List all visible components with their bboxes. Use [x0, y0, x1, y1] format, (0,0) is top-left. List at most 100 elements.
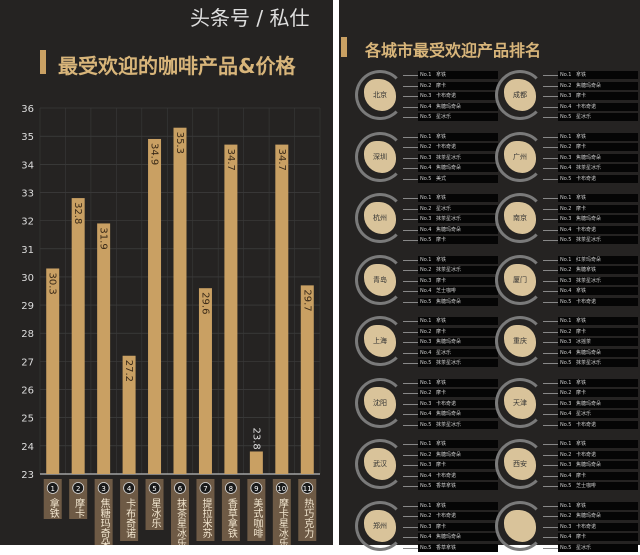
connector-line — [403, 505, 418, 507]
rank-number: No.3 — [420, 339, 432, 345]
rank-product: 焦糖玛奇朵 — [576, 513, 602, 519]
y-tick-label: 26 — [21, 386, 34, 397]
connector-line — [543, 382, 558, 384]
rank-item: No.3 抹茶星冰乐 — [418, 215, 498, 223]
rank-number: No.3 — [560, 93, 572, 99]
rank-product: 拿铁 — [576, 195, 587, 201]
rank-product: 摩卡 — [576, 472, 587, 479]
connector-line — [403, 454, 418, 456]
category-number-badge — [97, 482, 110, 494]
rank-number: No.1 — [560, 256, 572, 263]
connector-line — [543, 106, 558, 108]
rank-item: No.5 抹茶星冰乐 — [558, 236, 638, 244]
rank-product: 卡布奇诺 — [436, 400, 457, 407]
rank-item: No.5 焦糖玛奇朵 — [418, 297, 498, 306]
rank-item: No.4 摩卡 — [558, 471, 638, 480]
ring-decoration — [495, 254, 545, 305]
connector-line — [543, 270, 558, 271]
city-map-icon — [364, 325, 396, 357]
rank-number: No.3 — [560, 400, 572, 407]
rank-number: No.3 — [560, 277, 572, 284]
rank-item: No.2 星冰乐 — [418, 204, 498, 213]
connector-line — [543, 352, 558, 354]
rank-product: 芝士咖啡 — [576, 483, 597, 489]
city-map-icon — [504, 79, 536, 111]
rank-number: No.2 — [420, 513, 432, 519]
connector-line — [403, 342, 418, 343]
ring-decoration — [355, 254, 405, 305]
connector-line — [403, 382, 418, 384]
connector-line — [543, 301, 558, 303]
rank-item: No.3 摩卡 — [418, 461, 498, 469]
y-tick-label: 31 — [21, 245, 34, 256]
category-number-badge — [123, 482, 135, 494]
city-map-icon — [504, 325, 536, 357]
ring-decoration — [355, 377, 405, 428]
rank-number: No.4 — [560, 165, 572, 171]
category-number-badge — [225, 482, 237, 494]
rank-item: No.2 卡布奇诺 — [418, 143, 498, 151]
category-label-box — [171, 479, 189, 545]
rank-number: No.2 — [560, 144, 572, 150]
connector-line — [543, 178, 558, 180]
bar — [46, 268, 60, 474]
connector-line — [403, 259, 418, 261]
city-ranking: 成都 No.1 拿铁 No.2 焦糖玛奇朵 No.3 摩卡 No.4 卡布奇诺 No.5 星冰乐 — [495, 66, 640, 124]
rank-product: 焦糖玛奇朵 — [576, 400, 602, 407]
rank-item: No.1 拿铁 — [558, 440, 638, 448]
rank-product: 拿铁 — [436, 256, 447, 263]
rank-product: 摩卡 — [576, 534, 587, 540]
bar-value-label: 29.6 — [199, 292, 210, 314]
category-label: 焦糖玛奇朵 — [98, 497, 110, 545]
rank-item: No.1 拿铁 — [558, 501, 638, 510]
connector-line — [543, 117, 558, 118]
rank-item: No.2 卡布奇诺 — [558, 450, 638, 459]
title-marker — [341, 37, 347, 57]
y-tick-label: 27 — [21, 357, 34, 368]
city-ranking: 南京 No.1 拿铁 No.2 摩卡 No.3 焦糖玛奇朵 No.4 卡布奇诺 No.5 抹茶星冰乐 — [495, 189, 640, 247]
rank-item: No.4 焦糖玛奇朵 — [418, 533, 498, 541]
rank-number: No.3 — [420, 523, 432, 530]
category-number: 9 — [254, 485, 258, 493]
connector-line — [543, 85, 558, 87]
rank-item: No.2 摩卡 — [558, 389, 638, 397]
city-name: 青岛 — [373, 275, 387, 284]
rank-number: No.2 — [560, 267, 572, 273]
connector-line — [403, 486, 418, 487]
connector-line — [403, 240, 418, 241]
bar — [249, 451, 263, 474]
rank-number: No.3 — [420, 216, 432, 222]
connector-line — [403, 393, 418, 394]
rank-item: No.4 焦糖玛奇朵 — [418, 164, 498, 172]
connector-line — [543, 547, 558, 549]
ranking-title: 各城市最受欢迎产品排名 — [365, 41, 542, 60]
category-label: 拿铁 — [47, 497, 59, 519]
rank-product: 拿铁 — [436, 441, 447, 447]
city-ranking-panel: 各城市最受欢迎产品排名 北京 No.1 拿铁 No.2 摩卡 No.3 卡布奇诺 No.4 焦糖… — [339, 0, 640, 552]
rank-number: No.5 — [420, 421, 432, 428]
rank-product: 焦糖拿铁 — [576, 267, 597, 273]
rank-number: No.5 — [420, 298, 432, 305]
category-number: 6 — [178, 485, 183, 493]
city-ranking: 青岛 No.1 拿铁 No.2 抹茶星冰乐 No.3 摩卡 No.4 芝士咖啡 No.5 焦糖玛奇朵 — [355, 251, 500, 309]
rank-item: No.2 摩卡 — [418, 327, 498, 336]
rank-item: No.2 焦糖玛奇朵 — [558, 81, 638, 90]
rank-number: No.5 — [560, 360, 572, 366]
rank-product: 拿铁 — [576, 502, 587, 509]
connector-line — [403, 106, 418, 108]
category-label: 美式咖啡 — [251, 497, 263, 538]
y-tick-label: 30 — [21, 273, 34, 284]
rank-product: 卡布奇诺 — [576, 523, 597, 530]
rank-product: 摩卡 — [436, 462, 447, 468]
rank-item: No.2 焦糖玛奇朵 — [558, 512, 638, 520]
connector-line — [543, 157, 558, 159]
rank-number: No.5 — [420, 360, 432, 366]
city-name: 广州 — [513, 152, 527, 161]
rank-item: No.1 红茶玛奇朵 — [558, 255, 638, 264]
city-map-icon — [504, 263, 536, 296]
rank-number: No.4 — [420, 103, 432, 110]
bar-chart: 232425262728293031323334353630.31拿铁32.82… — [21, 104, 321, 545]
rank-item: No.1 拿铁 — [418, 194, 498, 202]
rank-item: No.1 拿铁 — [418, 255, 498, 264]
connector-line — [543, 331, 558, 333]
